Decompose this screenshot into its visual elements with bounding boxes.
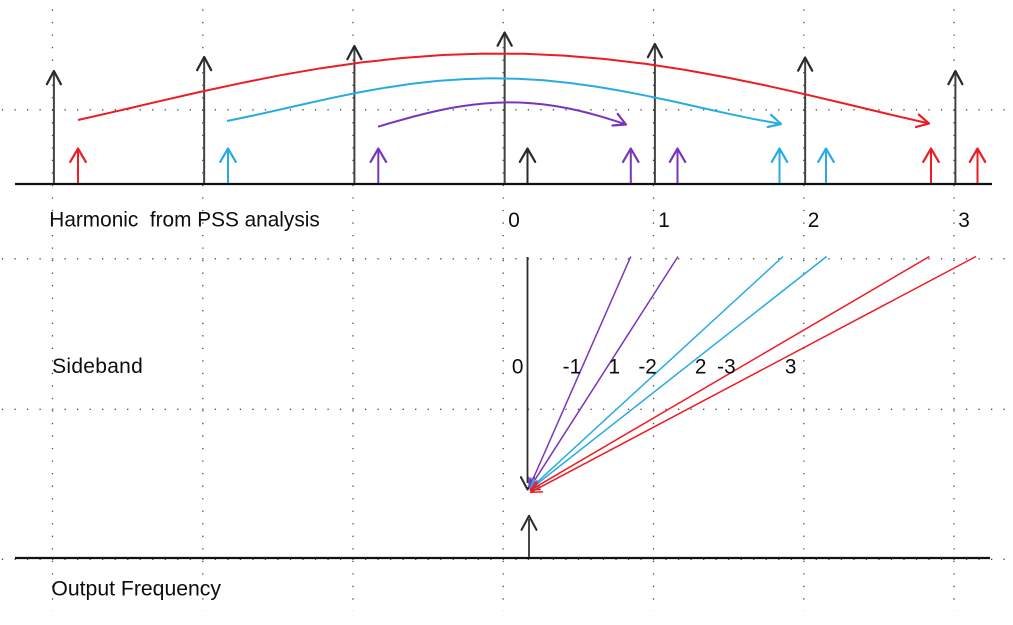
svg-text:-3: -3 xyxy=(717,356,736,379)
svg-text:2: 2 xyxy=(808,209,820,232)
svg-text:Output Frequency: Output Frequency xyxy=(51,578,221,601)
svg-text:3: 3 xyxy=(958,209,970,232)
svg-text:Harmonic from PSS analysis: Harmonic from PSS analysis xyxy=(49,209,319,232)
svg-text:1: 1 xyxy=(609,356,621,379)
svg-text:1: 1 xyxy=(658,209,670,232)
svg-text:2: 2 xyxy=(695,356,707,379)
svg-text:0: 0 xyxy=(512,356,524,379)
svg-text:0: 0 xyxy=(508,209,520,232)
svg-text:3: 3 xyxy=(785,356,797,379)
svg-text:-1: -1 xyxy=(563,356,582,379)
svg-text:-2: -2 xyxy=(638,356,657,379)
svg-text:Sideband: Sideband xyxy=(52,355,143,378)
